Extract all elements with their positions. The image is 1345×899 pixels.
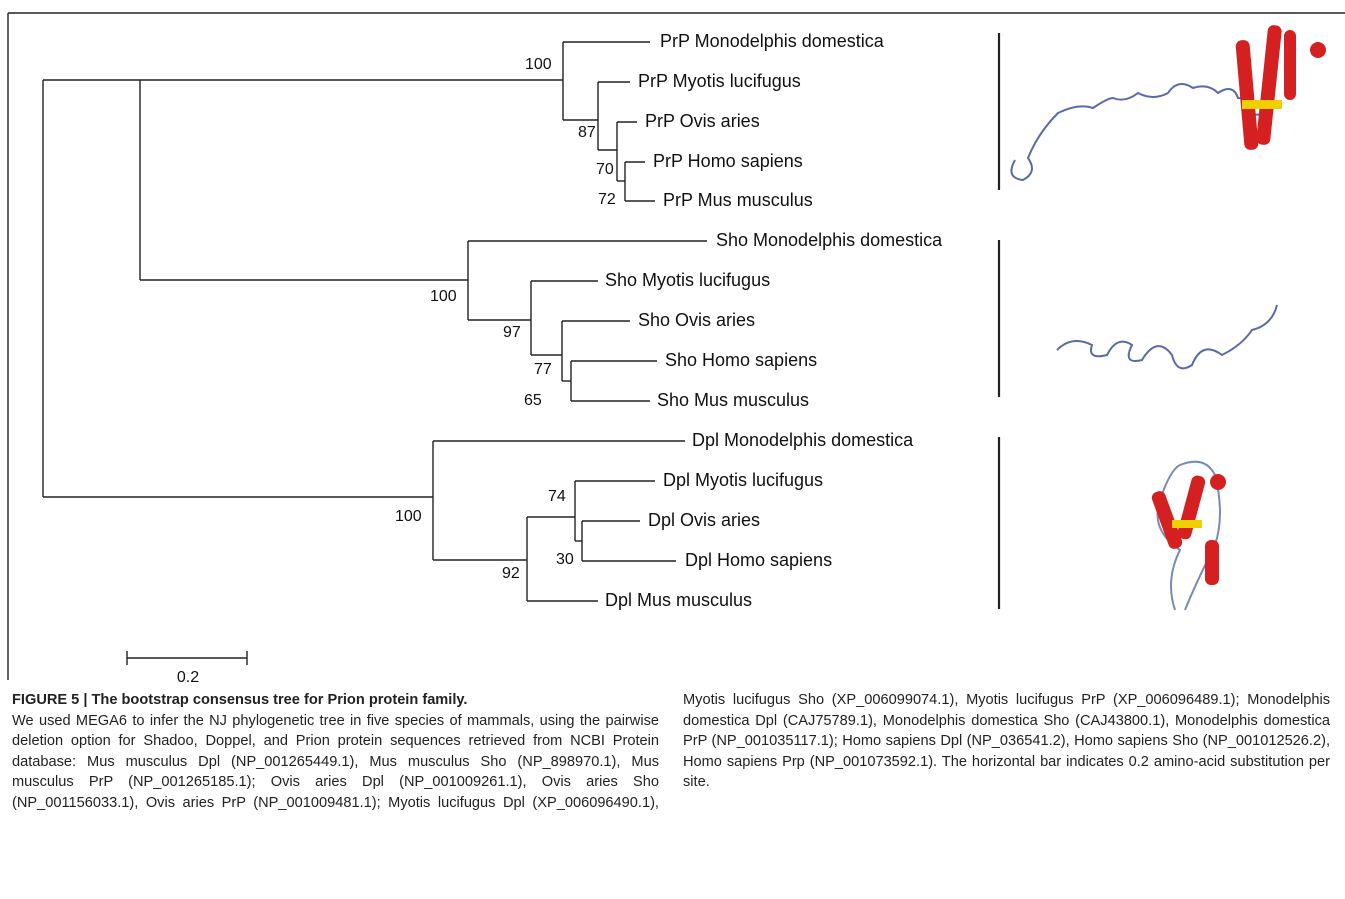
caption: FIGURE 5 | The bootstrap consensus tree … bbox=[12, 690, 1330, 896]
bootstrap: 65 bbox=[524, 392, 542, 409]
bootstrap: 74 bbox=[548, 488, 566, 505]
leaf-label: Sho Mus musculus bbox=[657, 390, 809, 410]
leaf-label: Dpl Myotis lucifugus bbox=[663, 470, 823, 490]
prp-structure bbox=[1011, 25, 1326, 180]
caption-body: We used MEGA6 to infer the NJ phylogenet… bbox=[12, 692, 1330, 811]
leaf-label: Sho Ovis aries bbox=[638, 310, 755, 330]
leaf-label: PrP Ovis aries bbox=[645, 111, 760, 131]
scale-label: 0.2 bbox=[177, 669, 199, 686]
bootstrap: 72 bbox=[598, 191, 616, 208]
bootstrap: 70 bbox=[596, 161, 614, 178]
bootstrap: 100 bbox=[395, 508, 422, 525]
dpl-structure bbox=[1150, 462, 1226, 610]
caption-title: FIGURE 5 | The bootstrap consensus tree … bbox=[12, 692, 467, 708]
leaf-label: Dpl Ovis aries bbox=[648, 510, 760, 530]
leaf-label: Sho Homo sapiens bbox=[665, 350, 817, 370]
bootstrap: 87 bbox=[578, 124, 596, 141]
leaf-label: PrP Mus musculus bbox=[663, 190, 813, 210]
bootstrap: 77 bbox=[534, 361, 552, 378]
leaf-label: Dpl Homo sapiens bbox=[685, 550, 832, 570]
leaf-label: PrP Myotis lucifugus bbox=[638, 71, 801, 91]
leaf-label: Sho Monodelphis domestica bbox=[716, 230, 943, 250]
bootstrap: 30 bbox=[556, 551, 574, 568]
scale-bar bbox=[127, 651, 247, 665]
sho-structure bbox=[1057, 305, 1277, 368]
branches bbox=[43, 42, 707, 601]
leaf-label: Dpl Mus musculus bbox=[605, 590, 752, 610]
leaf-label: Sho Myotis lucifugus bbox=[605, 270, 770, 290]
leaf-label: PrP Homo sapiens bbox=[653, 151, 803, 171]
bootstrap: 92 bbox=[502, 565, 520, 582]
tree-figure: PrP Monodelphis domestica PrP Myotis luc… bbox=[0, 0, 1345, 690]
leaf-label: PrP Monodelphis domestica bbox=[660, 31, 885, 51]
leaf-label: Dpl Monodelphis domestica bbox=[692, 430, 914, 450]
bootstrap: 97 bbox=[503, 324, 521, 341]
bootstrap: 100 bbox=[525, 56, 552, 73]
bootstrap: 100 bbox=[430, 288, 457, 305]
page: PrP Monodelphis domestica PrP Myotis luc… bbox=[0, 0, 1345, 899]
